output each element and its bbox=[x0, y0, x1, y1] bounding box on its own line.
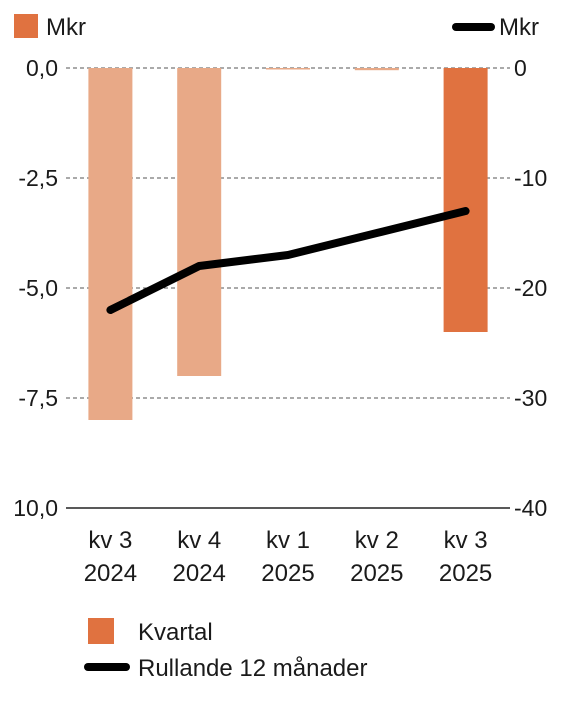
right-tick-label: -40 bbox=[514, 495, 547, 521]
right-axis: 0 -10 -20 -30 -40 bbox=[514, 55, 547, 521]
bar bbox=[88, 68, 133, 420]
left-tick-label: -2,5 bbox=[18, 165, 58, 191]
bar bbox=[177, 68, 222, 376]
legend-bar-swatch bbox=[88, 618, 114, 644]
right-unit-label: Mkr bbox=[499, 14, 539, 41]
category-label: kv 3 bbox=[88, 527, 132, 554]
category-label: kv 4 bbox=[177, 527, 221, 554]
category-labels: kv 3 2024 kv 4 2024 kv 1 2025 kv 2 2025 kv 3 2025 bbox=[84, 527, 493, 587]
left-tick-label: 0,0 bbox=[26, 55, 58, 81]
left-axis: 0,0 -2,5 -5,0 -7,5 10,0 bbox=[13, 55, 58, 521]
category-label: 2024 bbox=[173, 560, 226, 587]
category-label: 2025 bbox=[261, 560, 314, 587]
bar-series bbox=[88, 68, 488, 420]
right-tick-label: 0 bbox=[514, 55, 527, 81]
legend-line-label: Rullande 12 månader bbox=[138, 655, 368, 682]
bar bbox=[354, 68, 399, 71]
category-label: 2025 bbox=[439, 560, 492, 587]
right-tick-label: -30 bbox=[514, 385, 547, 411]
category-label: kv 1 bbox=[266, 527, 310, 554]
category-label: kv 2 bbox=[355, 527, 399, 554]
left-tick-label: 10,0 bbox=[13, 495, 58, 521]
left-tick-label: -7,5 bbox=[18, 385, 58, 411]
left-unit-label: Mkr bbox=[46, 14, 86, 41]
category-label: kv 3 bbox=[444, 527, 488, 554]
category-label: 2025 bbox=[350, 560, 403, 587]
grid-lines bbox=[66, 67, 510, 509]
left-tick-label: -5,0 bbox=[18, 275, 58, 301]
category-label: 2024 bbox=[84, 560, 137, 587]
legend-bar-label: Kvartal bbox=[138, 619, 213, 646]
rolling-12-line bbox=[106, 207, 470, 314]
bar-unit-swatch bbox=[14, 14, 38, 38]
right-tick-label: -20 bbox=[514, 275, 547, 301]
bar bbox=[443, 68, 488, 332]
line-series bbox=[106, 207, 470, 314]
bar bbox=[266, 68, 310, 70]
right-tick-label: -10 bbox=[514, 165, 547, 191]
legend: Kvartal Rullande 12 månader bbox=[84, 618, 368, 682]
